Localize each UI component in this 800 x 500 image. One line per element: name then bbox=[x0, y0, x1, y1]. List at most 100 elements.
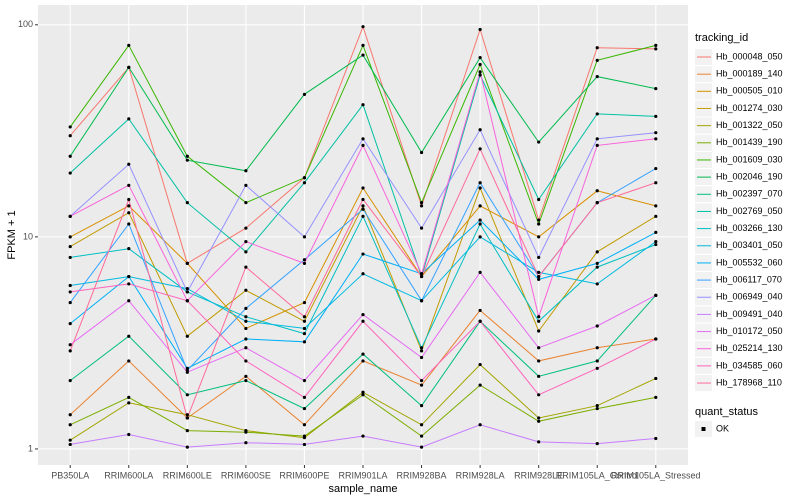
data-point bbox=[595, 404, 599, 408]
data-point bbox=[419, 226, 424, 230]
data-point bbox=[537, 319, 541, 323]
data-point bbox=[537, 222, 541, 226]
data-point bbox=[302, 261, 307, 265]
data-point bbox=[361, 186, 365, 190]
data-point bbox=[244, 201, 248, 205]
data-point bbox=[302, 92, 307, 96]
data-point bbox=[127, 401, 131, 405]
legend-label: Hb_001274_030 bbox=[716, 103, 783, 113]
data-point bbox=[127, 204, 131, 208]
data-point bbox=[68, 134, 72, 138]
data-point bbox=[68, 235, 72, 239]
data-point bbox=[302, 340, 307, 344]
data-point bbox=[302, 434, 307, 438]
data-point bbox=[595, 324, 599, 328]
data-point bbox=[595, 346, 599, 350]
data-point bbox=[185, 154, 189, 158]
data-point bbox=[595, 250, 599, 254]
data-point bbox=[185, 370, 189, 374]
legend-label: Hb_009491_040 bbox=[716, 309, 783, 319]
data-point bbox=[127, 117, 131, 121]
x-tick-label: RRIM600LA bbox=[104, 470, 153, 480]
data-point bbox=[595, 58, 599, 62]
data-point bbox=[127, 247, 131, 251]
data-point bbox=[361, 252, 365, 256]
legend-title: tracking_id bbox=[695, 32, 748, 44]
data-point bbox=[244, 379, 248, 383]
data-point bbox=[654, 47, 658, 51]
data-point bbox=[361, 103, 365, 107]
data-point bbox=[361, 390, 365, 394]
legend-label: Hb_002769_050 bbox=[716, 206, 783, 216]
data-point bbox=[537, 140, 541, 144]
data-point bbox=[185, 299, 189, 303]
data-point bbox=[302, 423, 307, 427]
x-tick-label: RRIM901LA bbox=[338, 470, 387, 480]
data-point bbox=[185, 201, 189, 205]
data-point bbox=[478, 235, 482, 239]
data-point bbox=[127, 299, 131, 303]
legend-label: Hb_000048_050 bbox=[716, 51, 783, 61]
data-point bbox=[361, 137, 365, 141]
data-point bbox=[419, 445, 424, 449]
data-point bbox=[595, 282, 599, 286]
data-point bbox=[654, 395, 658, 400]
data-point bbox=[478, 308, 482, 313]
legend-label: Hb_006949_040 bbox=[716, 292, 783, 302]
data-point bbox=[361, 53, 365, 57]
data-point bbox=[68, 154, 72, 158]
data-point bbox=[478, 27, 482, 32]
data-point bbox=[68, 290, 72, 294]
data-point bbox=[244, 346, 248, 350]
data-point bbox=[654, 293, 658, 297]
data-point bbox=[127, 211, 131, 215]
data-point bbox=[478, 362, 482, 367]
data-point bbox=[361, 393, 365, 397]
data-point bbox=[654, 337, 658, 341]
data-point bbox=[302, 379, 307, 383]
data-point bbox=[68, 300, 72, 305]
data-point bbox=[361, 25, 365, 29]
data-point bbox=[537, 270, 541, 274]
data-point bbox=[478, 73, 482, 77]
data-point bbox=[537, 393, 541, 397]
data-point bbox=[68, 349, 72, 353]
data-point bbox=[302, 406, 307, 411]
data-point bbox=[127, 282, 131, 286]
data-point bbox=[478, 319, 482, 323]
data-point bbox=[68, 438, 72, 442]
data-point bbox=[127, 65, 131, 69]
data-point bbox=[478, 383, 482, 387]
data-point bbox=[537, 315, 541, 319]
data-point bbox=[244, 306, 248, 310]
data-point bbox=[361, 272, 365, 276]
legend-label: Hb_000189_140 bbox=[716, 69, 783, 79]
data-point bbox=[478, 270, 482, 274]
legend-label: Hb_003401_050 bbox=[716, 240, 783, 250]
data-point bbox=[537, 255, 541, 260]
data-point bbox=[478, 423, 482, 427]
data-point bbox=[478, 56, 482, 60]
data-point bbox=[478, 222, 482, 226]
data-point bbox=[68, 413, 72, 417]
data-point bbox=[595, 366, 599, 370]
legend-label: Hb_003266_130 bbox=[716, 223, 783, 233]
data-point bbox=[419, 379, 424, 383]
data-point bbox=[361, 352, 365, 356]
data-point bbox=[244, 240, 248, 244]
data-point bbox=[654, 436, 658, 441]
data-point bbox=[185, 261, 189, 265]
data-point bbox=[595, 189, 599, 193]
y-tick-label: 100 bbox=[18, 19, 33, 29]
data-point bbox=[478, 70, 482, 74]
data-point bbox=[654, 87, 658, 91]
data-point bbox=[127, 197, 131, 202]
legend-point bbox=[701, 427, 706, 431]
data-point bbox=[302, 235, 307, 239]
data-point bbox=[302, 319, 307, 323]
data-point bbox=[127, 432, 131, 437]
data-point bbox=[419, 201, 424, 205]
data-point bbox=[127, 222, 131, 226]
data-point bbox=[478, 204, 482, 208]
